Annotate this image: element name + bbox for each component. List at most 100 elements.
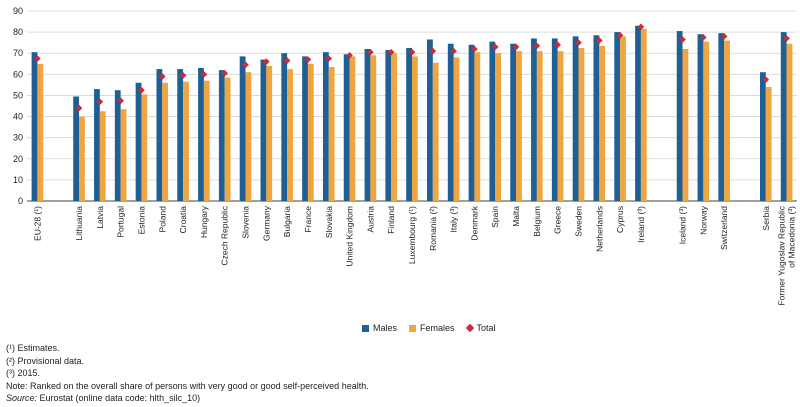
x-tick-label: Denmark bbox=[469, 205, 479, 240]
bar-males bbox=[780, 32, 787, 201]
x-tick-label: Serbia bbox=[761, 206, 771, 231]
bar-males bbox=[427, 39, 433, 201]
bar-females bbox=[99, 111, 106, 201]
bar-males bbox=[177, 69, 184, 201]
marker-total bbox=[200, 71, 208, 78]
bar-females bbox=[203, 80, 210, 201]
bar-males bbox=[468, 44, 475, 202]
marker-total bbox=[471, 45, 478, 53]
marker-total bbox=[616, 31, 624, 39]
x-tick-label: France bbox=[303, 206, 313, 233]
bar-males bbox=[572, 36, 579, 202]
bar-males bbox=[510, 43, 517, 201]
bar-males bbox=[531, 38, 537, 201]
chart-legend: Males Females Total bbox=[362, 323, 496, 333]
bar-females bbox=[245, 72, 252, 201]
x-tick-label: Malta bbox=[511, 206, 521, 227]
bar-males bbox=[635, 25, 641, 202]
marker-total bbox=[700, 34, 707, 41]
x-tick-label: Switzerland bbox=[719, 206, 729, 250]
marker-total bbox=[75, 104, 83, 112]
bar-females bbox=[495, 53, 502, 201]
source-label: Source: bbox=[6, 393, 38, 403]
y-tick-label: 40 bbox=[13, 112, 23, 122]
footnote-2015: (³) 2015. bbox=[6, 368, 41, 378]
x-tick-label: Iceland (³) bbox=[678, 206, 688, 244]
bar-males bbox=[759, 72, 766, 201]
males-swatch bbox=[362, 324, 369, 332]
bar-females bbox=[266, 65, 273, 201]
legend-label-females: Females bbox=[420, 323, 455, 333]
bar-females bbox=[599, 45, 606, 202]
marker-total bbox=[325, 55, 333, 62]
bar-females bbox=[453, 57, 460, 201]
bar-males bbox=[593, 35, 600, 202]
y-tick-label: 70 bbox=[13, 48, 23, 58]
marker-total bbox=[575, 39, 582, 46]
x-tick-label: Romania (²) bbox=[428, 206, 438, 251]
bar-males bbox=[697, 34, 704, 201]
bar-females bbox=[474, 52, 481, 201]
bar-females bbox=[141, 94, 148, 201]
bar-females bbox=[183, 81, 189, 201]
marker-total bbox=[595, 37, 603, 44]
marker-total bbox=[450, 47, 457, 55]
females-swatch bbox=[409, 324, 417, 332]
marker-total bbox=[179, 72, 187, 79]
bar-males bbox=[239, 56, 246, 202]
marker-total bbox=[429, 47, 437, 55]
x-tick-label: Portugal bbox=[116, 206, 126, 238]
x-tick-label: Poland bbox=[157, 206, 167, 233]
marker-total bbox=[554, 41, 561, 49]
bar-females bbox=[391, 53, 397, 201]
bar-males bbox=[718, 33, 725, 201]
x-tick-label: Cyprus bbox=[615, 206, 625, 233]
bar-females bbox=[37, 63, 44, 202]
x-tick-label: Bulgaria bbox=[282, 206, 292, 237]
x-tick-label: Slovakia bbox=[324, 206, 334, 238]
bar-females bbox=[349, 56, 356, 202]
x-tick-label: Slovenia bbox=[241, 206, 251, 239]
x-tick-label: Austria bbox=[365, 206, 375, 233]
bar-females bbox=[765, 87, 772, 201]
bar-males bbox=[322, 52, 329, 201]
footnotes: (¹) Estimates. (²) Provisional data. (³)… bbox=[6, 342, 369, 405]
marker-total bbox=[720, 33, 728, 40]
bar-females bbox=[786, 43, 793, 201]
y-tick-label: 10 bbox=[13, 175, 23, 185]
bar-males bbox=[135, 82, 142, 201]
bar-females bbox=[224, 77, 231, 201]
x-tick-label: Lithuania bbox=[74, 206, 84, 241]
marker-total bbox=[34, 55, 41, 62]
legend-item-males: Males bbox=[362, 323, 397, 333]
source-line: Source: Eurostat (online data code: hlth… bbox=[6, 392, 369, 405]
bar-females bbox=[620, 36, 626, 202]
legend-label-total: Total bbox=[476, 323, 496, 333]
source-text: Eurostat (online data code: hlth_silc_10… bbox=[37, 393, 201, 403]
bar-females bbox=[120, 109, 127, 201]
bar-males bbox=[385, 50, 392, 201]
marker-total bbox=[158, 73, 166, 80]
x-tick-label: EU-28 (¹) bbox=[32, 206, 42, 241]
bar-males bbox=[156, 69, 163, 201]
bar-females bbox=[640, 28, 647, 202]
marker-total bbox=[512, 43, 520, 51]
bar-males bbox=[281, 53, 288, 201]
x-tick-label: Netherlands bbox=[594, 206, 604, 252]
bar-females bbox=[307, 63, 314, 202]
bar-males bbox=[218, 70, 225, 201]
footnote-estimates: (¹) Estimates. bbox=[6, 343, 60, 353]
x-tick-label: United Kingdom bbox=[345, 206, 355, 266]
marker-total bbox=[283, 57, 291, 64]
y-tick-label: 20 bbox=[13, 154, 23, 164]
x-tick-label: Sweden bbox=[573, 206, 583, 237]
bar-males bbox=[551, 38, 558, 201]
x-tick-label: Spain bbox=[490, 206, 500, 228]
marker-total bbox=[637, 23, 645, 31]
bar-females bbox=[370, 55, 377, 202]
bar-males bbox=[94, 89, 100, 201]
bar-females bbox=[162, 82, 169, 201]
bar-males bbox=[406, 47, 412, 201]
marker-total bbox=[762, 76, 770, 83]
x-tick-label: Belgium bbox=[532, 206, 542, 237]
